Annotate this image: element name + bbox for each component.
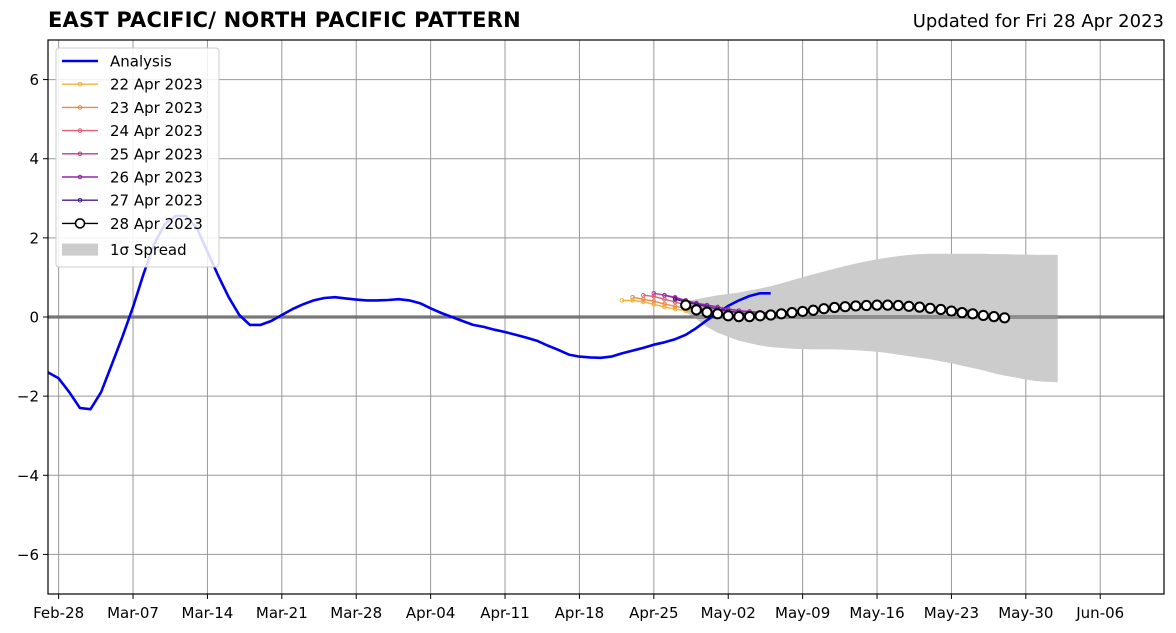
x-tick-label: Mar-14 [182, 604, 234, 622]
forecast-point [786, 307, 798, 319]
forecast-point [722, 310, 734, 322]
forecast-point [651, 290, 657, 296]
y-tick-label: 4 [29, 150, 39, 168]
forecast-point [765, 309, 777, 321]
x-tick-label: Mar-28 [330, 604, 382, 622]
legend-box [55, 47, 220, 268]
forecast-point [672, 304, 678, 309]
forecast-point [690, 304, 702, 316]
forecast-point [903, 300, 915, 312]
forecast-point [619, 298, 625, 303]
forecast-point [651, 298, 657, 304]
legend-marker [77, 105, 83, 110]
forecast-point [988, 311, 1000, 323]
x-tick-label: Mar-21 [256, 604, 308, 622]
forecast-point [839, 301, 851, 313]
legend-label: 1σ Spread [110, 241, 187, 259]
forecast-point [977, 309, 989, 322]
forecast-point [754, 310, 766, 322]
forecast-point [945, 305, 958, 317]
forecast-point [850, 300, 862, 312]
forecast-point [672, 306, 678, 312]
legend-marker [77, 151, 83, 157]
legend-label: 22 Apr 2023 [110, 76, 203, 94]
x-tick-label: Apr-04 [406, 604, 456, 622]
forecast-point [701, 306, 713, 318]
x-tick-label: May-02 [701, 604, 756, 622]
x-tick-label: Apr-18 [555, 604, 605, 622]
y-tick-label: 0 [29, 309, 39, 327]
forecast-point [892, 299, 904, 312]
legend-label: 28 Apr 2023 [110, 215, 203, 233]
forecast-point [818, 303, 830, 315]
forecast-point [871, 299, 883, 311]
forecast-point [807, 304, 819, 316]
forecast-point [630, 294, 635, 300]
forecast-point [882, 299, 894, 311]
legend-label: Analysis [110, 53, 172, 71]
legend-marker [77, 81, 83, 87]
forecast-point [797, 305, 809, 318]
y-tick-label: 6 [29, 71, 39, 89]
x-tick-label: Feb-28 [33, 604, 84, 622]
x-tick-label: May-09 [775, 604, 830, 622]
x-tick-label: May-30 [998, 604, 1053, 622]
forecast-point [640, 299, 646, 305]
legend-label: 27 Apr 2023 [110, 192, 203, 210]
forecast-point [860, 299, 873, 312]
legend-label: 23 Apr 2023 [110, 99, 203, 117]
updated-date-label: Updated for Fri 28 Apr 2023 [912, 11, 1164, 32]
x-tick-label: Apr-11 [480, 604, 530, 622]
forecast-point [662, 301, 667, 307]
forecast-point [935, 303, 947, 316]
legend-marker [77, 174, 83, 180]
forecast-point [662, 292, 667, 298]
legend-marker [74, 218, 86, 229]
forecast-point [672, 296, 678, 302]
forecast-point [680, 299, 692, 311]
y-tick-label: 2 [29, 229, 39, 247]
legend-spread-swatch [62, 243, 98, 256]
legend-marker [77, 197, 83, 203]
y-tick-label: −4 [17, 467, 39, 485]
forecast-point [640, 292, 646, 298]
y-tick-label: −2 [17, 388, 39, 406]
chart-title: EAST PACIFIC/ NORTH PACIFIC PATTERN [48, 8, 521, 32]
forecast-point [828, 301, 841, 314]
x-tick-label: May-16 [849, 604, 904, 622]
forecast-point [956, 307, 968, 319]
x-tick-label: May-23 [924, 604, 979, 622]
forecast-point [924, 302, 936, 314]
legend-label: 26 Apr 2023 [110, 169, 203, 187]
forecast-point [743, 311, 756, 323]
x-tick-label: Jun-06 [1075, 604, 1124, 622]
legend-label: 24 Apr 2023 [110, 122, 203, 140]
x-tick-label: Apr-25 [629, 604, 679, 622]
forecast-point [733, 311, 745, 323]
legend-label: 25 Apr 2023 [110, 145, 203, 163]
x-tick-label: Mar-07 [107, 604, 159, 622]
forecast-point [967, 308, 979, 320]
forecast-point [775, 308, 787, 320]
forecast-point [913, 301, 926, 313]
forecast-point [998, 312, 1011, 324]
legend-marker [77, 128, 83, 133]
y-tick-label: −6 [17, 546, 39, 564]
forecast-point [712, 308, 724, 320]
